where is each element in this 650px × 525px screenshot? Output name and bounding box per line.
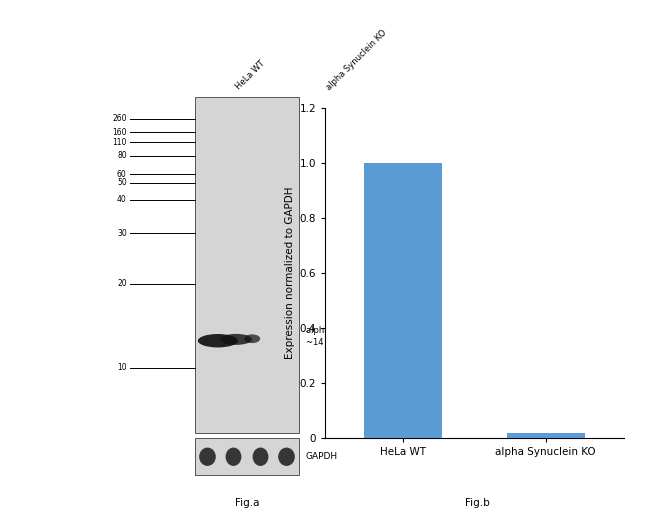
Text: 110: 110 [112, 138, 127, 147]
Bar [195, 97, 299, 433]
Text: 60: 60 [117, 170, 127, 179]
Text: 20: 20 [117, 279, 127, 288]
Text: 160: 160 [112, 128, 127, 137]
Text: alpha Synuclein KO: alpha Synuclein KO [325, 28, 389, 92]
Ellipse shape [220, 334, 252, 345]
Bar [506, 434, 585, 438]
Bar [364, 163, 443, 438]
Text: HeLa WT: HeLa WT [234, 59, 266, 92]
Bar [195, 438, 299, 475]
Text: 40: 40 [117, 195, 127, 204]
Y-axis label: Expression normalized to GAPDH: Expression normalized to GAPDH [285, 187, 295, 359]
Text: 30: 30 [117, 229, 127, 238]
Text: 80: 80 [117, 151, 127, 161]
Text: Fig.a: Fig.a [235, 498, 259, 508]
Ellipse shape [198, 334, 238, 348]
Text: Fig.b: Fig.b [465, 498, 490, 508]
Text: alpha Synuclein
~14 kDa: alpha Synuclein ~14 kDa [306, 327, 372, 347]
Ellipse shape [278, 447, 295, 466]
Text: GAPDH: GAPDH [306, 452, 337, 461]
Ellipse shape [253, 447, 268, 466]
Ellipse shape [244, 334, 260, 343]
Ellipse shape [226, 447, 241, 466]
Text: 260: 260 [112, 114, 127, 123]
Ellipse shape [199, 447, 216, 466]
Text: 50: 50 [117, 178, 127, 187]
Text: 10: 10 [117, 363, 127, 372]
